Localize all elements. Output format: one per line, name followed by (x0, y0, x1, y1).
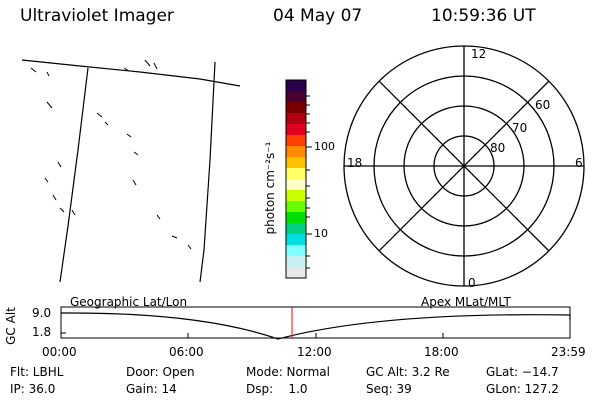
gc-alt-status: GC Alt: 3.2 Re (366, 365, 450, 379)
colorbar-cell (286, 157, 306, 169)
colorbar-cell (286, 80, 306, 92)
door-status: Door: Open (126, 365, 195, 379)
mlt-12-label: 12 (471, 47, 487, 61)
colorbar-cell (286, 245, 306, 257)
coastline-fragments (30, 59, 192, 250)
gain-status: Gain: 14 (126, 382, 177, 396)
colorbar-cell (286, 212, 306, 224)
map-grid-line (199, 61, 216, 283)
orbit-x-tick-2: 12:00 (297, 345, 332, 359)
mlat-80-label: 80 (490, 141, 506, 155)
colorbar-cell (286, 135, 306, 147)
map-grid-line (59, 67, 89, 283)
mlt-6-label: 6 (575, 156, 583, 170)
colorbar-cell (286, 179, 306, 191)
filter-status: Flt: LBHL (10, 365, 64, 379)
glat-status: GLat: −14.7 (486, 365, 559, 379)
colorbar-cell (286, 102, 306, 114)
mlat-60-label: 60 (535, 98, 551, 112)
time-label: 10:59:36 UT (431, 6, 536, 26)
glon-status: GLon: 127.2 (486, 382, 559, 396)
colorbar-tick-10: 10 (314, 227, 328, 240)
colorbar-cell (286, 168, 306, 180)
colorbar-cell (286, 201, 306, 213)
orbit-left-title: Geographic Lat/Lon (70, 295, 188, 309)
orbit-y-tick-low: 1.8 (32, 325, 52, 339)
mlat-70-label: 70 (512, 121, 528, 135)
orbit-x-tick-0: 00:00 (42, 345, 77, 359)
date-label: 04 May 07 (273, 6, 363, 26)
colorbar-cell (286, 113, 306, 125)
colorbar-cell (286, 146, 306, 158)
colorbar-cell (286, 267, 306, 279)
mode-status: Mode: Normal (246, 365, 330, 379)
ip-status: IP: 36.0 (10, 382, 56, 396)
orbit-y-tick-high: 9.0 (32, 306, 52, 320)
colorbar-cell (286, 190, 306, 202)
dsp-status: Dsp: 1.0 (246, 382, 308, 396)
mlt-18-label: 18 (347, 156, 363, 170)
orbit-altitude-curve (60, 312, 571, 340)
instrument-title: Ultraviolet Imager (20, 6, 174, 26)
colorbar-cell (286, 91, 306, 103)
polar-diagonal (378, 80, 550, 252)
orbit-x-tick-4: 23:59 (551, 345, 586, 359)
colorbar-cell (286, 256, 306, 268)
colorbar-tick-100: 100 (314, 140, 335, 153)
map-grid-line (21, 59, 241, 87)
orbit-x-tick-3: 18:00 (424, 345, 459, 359)
seq-status: Seq: 39 (366, 382, 412, 396)
mlt-0-label: 0 (468, 276, 476, 290)
orbit-right-title: Apex MLat/MLT (421, 295, 511, 309)
orbit-x-tick-1: 06:00 (169, 345, 204, 359)
colorbar-cell (286, 124, 306, 136)
colorbar-cell (286, 223, 306, 235)
colorbar-cell (286, 234, 306, 246)
